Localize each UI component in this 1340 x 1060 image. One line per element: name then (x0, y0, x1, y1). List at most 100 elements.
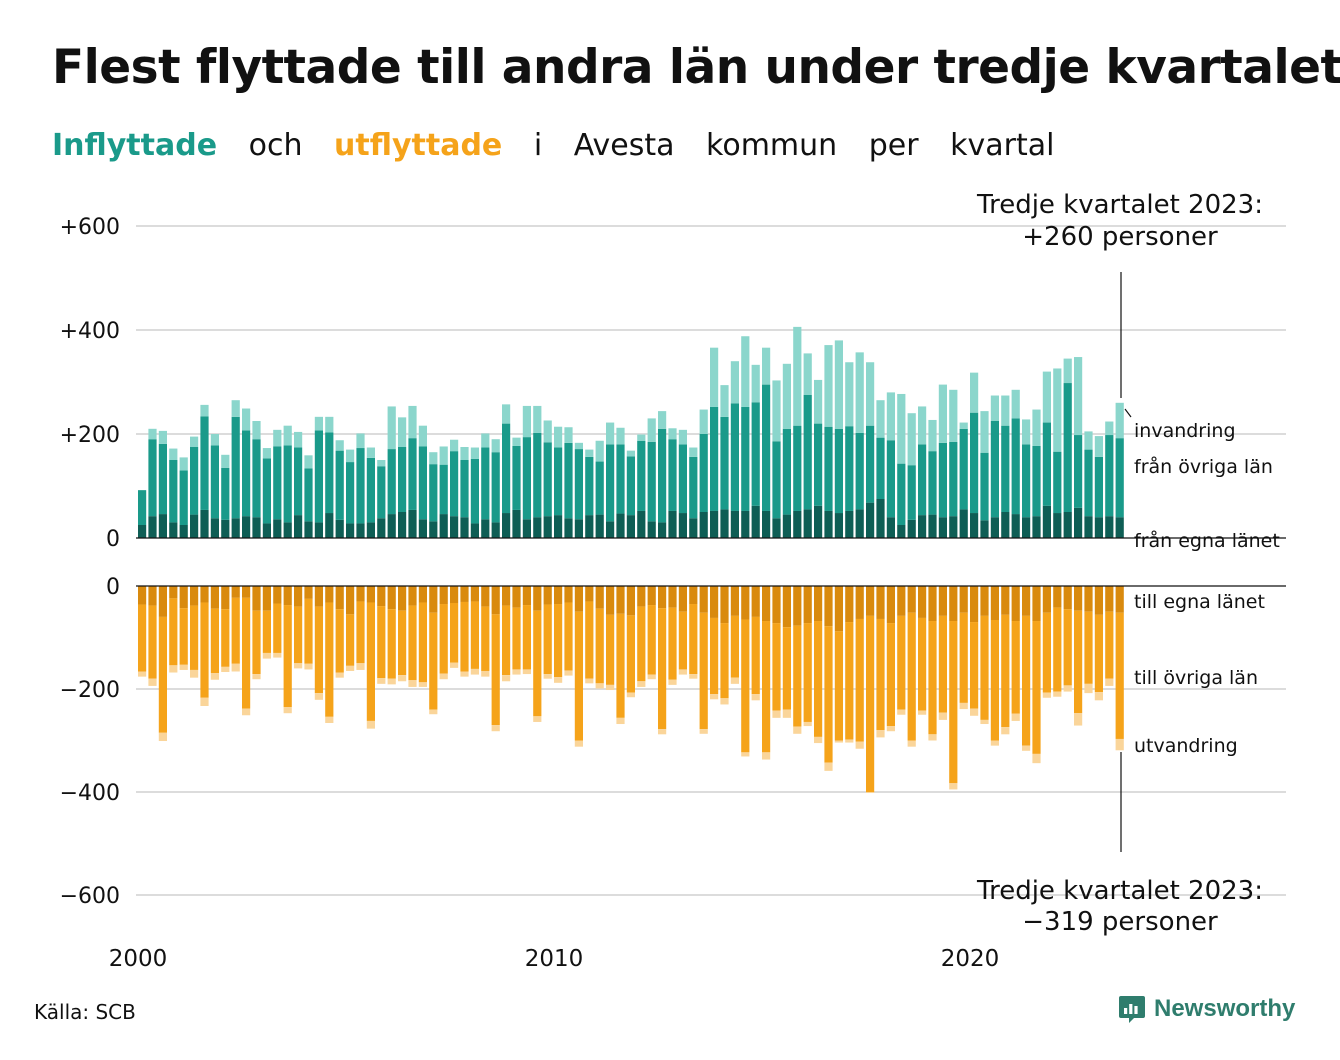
bar-in-own (502, 513, 511, 538)
bar-out-own (866, 586, 875, 616)
bar-in-own (606, 521, 615, 538)
bar-out-other (1094, 614, 1103, 693)
bar-in-other (377, 466, 386, 519)
bar-in-own (522, 519, 531, 538)
bar-out-other (335, 609, 344, 673)
bar-out-own (855, 586, 864, 619)
bar-out-emigration (460, 671, 469, 677)
bar-in-other (699, 434, 708, 512)
bar-in-own (283, 522, 292, 538)
bar-out-own (720, 586, 729, 624)
bar-out-other (595, 608, 604, 684)
bar-out-other (689, 604, 698, 675)
y-tick-top: +200 (60, 423, 120, 448)
bar-out-own (1042, 586, 1051, 613)
bar-out-other (148, 605, 157, 679)
annotation-bottom-line2: −319 personer (1022, 907, 1218, 937)
bar-out-other (855, 618, 864, 742)
newsworthy-logo: Newsworthy (1118, 994, 1295, 1024)
bar-out-own (1084, 586, 1093, 612)
y-tick-top: 0 (106, 527, 120, 552)
bar-out-emigration (190, 669, 199, 678)
bar-in-own (366, 522, 375, 538)
bar-out-own (221, 586, 230, 610)
bar-in-immigration (346, 449, 355, 463)
bar-out-emigration (252, 674, 261, 680)
bar-out-own (678, 586, 687, 612)
bar-out-other (751, 616, 760, 695)
bar-out-other (720, 623, 729, 699)
bar-out-own (918, 586, 927, 618)
bar-in-immigration (356, 433, 365, 449)
bar-in-immigration (1105, 421, 1114, 436)
y-tick-bottom: −400 (60, 781, 120, 806)
bar-out-emigration (970, 708, 979, 716)
bar-out-own (699, 586, 708, 613)
bar-out-own (158, 586, 167, 617)
bar-in-other (949, 441, 958, 517)
bar-in-immigration (980, 411, 989, 453)
bar-out-own (335, 586, 344, 610)
bar-out-own (533, 586, 542, 611)
bar-out-other (1042, 612, 1051, 693)
bar-out-other (252, 610, 261, 675)
bar-in-other (606, 444, 615, 522)
bar-out-other (637, 606, 646, 682)
bar-out-own (928, 586, 937, 622)
bar-in-own (179, 525, 188, 538)
bar-out-other (626, 615, 635, 693)
bar-in-other (897, 463, 906, 525)
bar-out-other (970, 622, 979, 709)
bar-out-other (1084, 611, 1093, 684)
annotation-top-line2: +260 personer (1022, 222, 1218, 252)
bar-out-other (980, 615, 989, 720)
y-tick-top: +400 (60, 319, 120, 344)
bar-out-emigration (689, 674, 698, 679)
bar-out-own (356, 586, 365, 602)
bar-in-other (980, 452, 989, 521)
bar-in-immigration (304, 455, 313, 469)
bar-out-emigration (886, 726, 895, 732)
bar-out-emigration (138, 671, 147, 677)
segment-labels: invandring från övriga län från egna länet… (1124, 408, 1280, 757)
bar-out-own (772, 586, 781, 624)
bar-in-immigration (169, 448, 178, 460)
bar-out-own (262, 586, 271, 611)
bar-in-immigration (1115, 402, 1124, 439)
bar-out-other (1115, 612, 1124, 739)
bar-in-other (720, 416, 729, 510)
bar-in-own (626, 515, 635, 538)
bar-out-own (1063, 586, 1072, 610)
bar-in-other (564, 442, 573, 519)
bar-in-other (554, 447, 563, 516)
bar-in-other (169, 460, 178, 523)
bar-in-own (148, 516, 157, 538)
bar-in-other (585, 456, 594, 516)
bar-out-own (585, 586, 594, 602)
bar-in-immigration (585, 449, 594, 457)
bar-in-own (762, 510, 771, 538)
bar-out-other (585, 601, 594, 679)
bar-in-other (1042, 422, 1051, 506)
bar-in-immigration (824, 345, 833, 427)
bar-out-own (793, 586, 802, 626)
bar-in-own (897, 525, 906, 538)
bar-in-own (304, 521, 313, 538)
bar-in-immigration (866, 362, 875, 426)
bar-in-immigration (762, 347, 771, 385)
bar-in-other (845, 426, 854, 511)
bar-out-emigration (346, 665, 355, 671)
bar-in-own (668, 510, 677, 538)
bar-out-other (959, 612, 968, 703)
bar-out-emigration (200, 697, 209, 706)
bar-in-own (855, 509, 864, 538)
bar-in-immigration (398, 417, 407, 447)
chart-title: Flest flyttade till andra län under tred… (52, 40, 1340, 95)
bar-in-own (928, 514, 937, 538)
bar-in-own (866, 502, 875, 538)
bar-in-other (866, 425, 875, 503)
bar-in-other (574, 449, 583, 520)
bar-out-emigration (481, 670, 490, 677)
bar-out-other (314, 606, 323, 694)
bar-in-other (460, 460, 469, 518)
